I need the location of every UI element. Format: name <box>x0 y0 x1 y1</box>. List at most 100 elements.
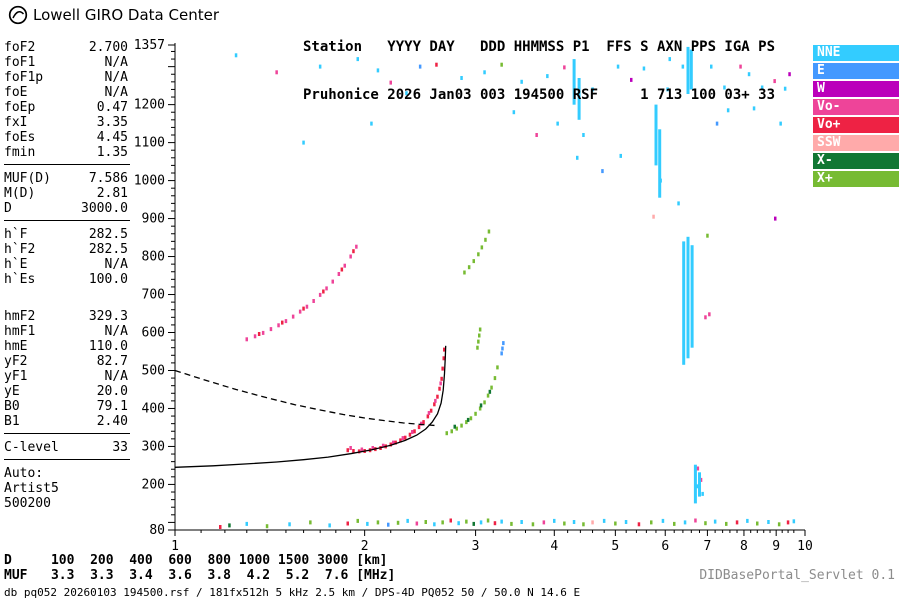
param-label: foEp <box>4 100 36 115</box>
param-value: 110.0 <box>88 339 128 354</box>
param-label: h`F <box>4 227 28 242</box>
param-value: 2.700 <box>88 40 128 55</box>
svg-text:300: 300 <box>142 439 165 454</box>
legend-item-X-: X- <box>813 153 899 169</box>
param-row: D 3000.0 <box>4 201 128 216</box>
param-label: yE <box>4 384 20 399</box>
param-row: Artist5 <box>4 481 128 496</box>
param-row: h`Es 100.0 <box>4 272 128 287</box>
param-row: B0 79.1 <box>4 399 128 414</box>
param-row: h`F 282.5 <box>4 227 128 242</box>
param-value: N/A <box>104 257 128 272</box>
brand: Lowell GIRO Data Center <box>8 5 219 25</box>
param-label: MUF(D) <box>4 171 51 186</box>
svg-text:1100: 1100 <box>134 136 165 151</box>
param-row: foEs 4.45 <box>4 130 128 145</box>
param-row: foEp 0.47 <box>4 100 128 115</box>
param-row: fxI 3.35 <box>4 115 128 130</box>
record-info: db pq052 20260103 194500.rsf / 181fx512h… <box>4 586 581 599</box>
panel-divider <box>4 160 130 165</box>
legend-item-E: E <box>813 63 899 79</box>
panel-gap <box>4 287 128 309</box>
param-label: Artist5 <box>4 481 59 496</box>
param-row: 500200 <box>4 496 128 511</box>
param-row: foF1p N/A <box>4 70 128 85</box>
param-label: fxI <box>4 115 28 130</box>
param-label: foEs <box>4 130 36 145</box>
legend-item-Vo-: Vo- <box>813 99 899 115</box>
station-header-labels: Station YYYY DAY DDD HHMMSS P1 FFS S AXN… <box>303 39 776 55</box>
svg-text:2: 2 <box>361 539 369 554</box>
param-label: h`F2 <box>4 242 36 257</box>
panel-divider <box>4 455 130 460</box>
param-row: foE N/A <box>4 85 128 100</box>
svg-text:1357: 1357 <box>134 38 165 53</box>
param-value: N/A <box>104 324 128 339</box>
svg-text:80: 80 <box>149 523 165 538</box>
param-value: 1.35 <box>96 145 128 160</box>
servlet-version: DIDBasePortal_Servlet 0.1 <box>699 568 895 583</box>
param-label: foE <box>4 85 28 100</box>
param-value: 329.3 <box>88 309 128 324</box>
param-label: D <box>4 201 12 216</box>
svg-text:400: 400 <box>142 401 165 416</box>
param-label: hmE <box>4 339 28 354</box>
svg-text:4: 4 <box>550 539 558 554</box>
param-row: foF2 2.700 <box>4 40 128 55</box>
param-value: 0.47 <box>96 100 128 115</box>
param-label: yF1 <box>4 369 28 384</box>
param-row: M(D) 2.81 <box>4 186 128 201</box>
param-value: 282.5 <box>88 227 128 242</box>
param-label: foF1p <box>4 70 44 85</box>
param-value: 4.45 <box>96 130 128 145</box>
param-row: Auto: <box>4 466 128 481</box>
param-label: fmin <box>4 145 36 160</box>
svg-text:7: 7 <box>703 539 711 554</box>
svg-text:200: 200 <box>142 477 165 492</box>
param-row: MUF(D) 7.586 <box>4 171 128 186</box>
param-value: 3.35 <box>96 115 128 130</box>
svg-text:1200: 1200 <box>134 98 165 113</box>
svg-text:600: 600 <box>142 326 165 341</box>
svg-text:800: 800 <box>142 250 165 265</box>
param-row: h`E N/A <box>4 257 128 272</box>
svg-text:500: 500 <box>142 363 165 378</box>
d-row: D 100 200 400 600 800 1000 1500 3000 [km… <box>4 553 388 568</box>
param-value: 79.1 <box>96 399 128 414</box>
param-value: 33 <box>112 440 128 455</box>
panel-divider <box>4 429 130 434</box>
param-value: 82.7 <box>96 354 128 369</box>
param-label: C-level <box>4 440 59 455</box>
legend-item-NNE: NNE <box>813 45 899 61</box>
param-value: N/A <box>104 369 128 384</box>
svg-text:1: 1 <box>171 539 179 554</box>
param-label: hmF1 <box>4 324 36 339</box>
param-label: 500200 <box>4 496 51 511</box>
svg-text:8: 8 <box>740 539 748 554</box>
param-row: foF1 N/A <box>4 55 128 70</box>
legend-item-X+: X+ <box>813 171 899 187</box>
param-label: h`Es <box>4 272 36 287</box>
param-label: M(D) <box>4 186 36 201</box>
param-value: N/A <box>104 55 128 70</box>
param-row: h`F2 282.5 <box>4 242 128 257</box>
param-label: Auto: <box>4 466 44 481</box>
param-row: hmF2 329.3 <box>4 309 128 324</box>
param-row: hmE 110.0 <box>4 339 128 354</box>
legend-item-Vo+: Vo+ <box>813 117 899 133</box>
param-label: foF2 <box>4 40 36 55</box>
param-value: 7.586 <box>88 171 128 186</box>
param-row: fmin 1.35 <box>4 145 128 160</box>
param-row: hmF1 N/A <box>4 324 128 339</box>
param-row: B1 2.40 <box>4 414 128 429</box>
param-row: yE 20.0 <box>4 384 128 399</box>
svg-text:700: 700 <box>142 288 165 303</box>
param-value: 3000.0 <box>81 201 128 216</box>
param-label: h`E <box>4 257 28 272</box>
parameter-panel: foF2 2.700 foF1 N/A foF1p N/A foE N/A foEp 0.47 fx… <box>4 40 130 511</box>
brand-title: Lowell GIRO Data Center <box>33 6 219 24</box>
param-label: B1 <box>4 414 20 429</box>
param-value: 100.0 <box>88 272 128 287</box>
muf-row: MUF 3.3 3.3 3.4 3.6 3.8 4.2 5.2 7.6 [MHz… <box>4 568 396 583</box>
